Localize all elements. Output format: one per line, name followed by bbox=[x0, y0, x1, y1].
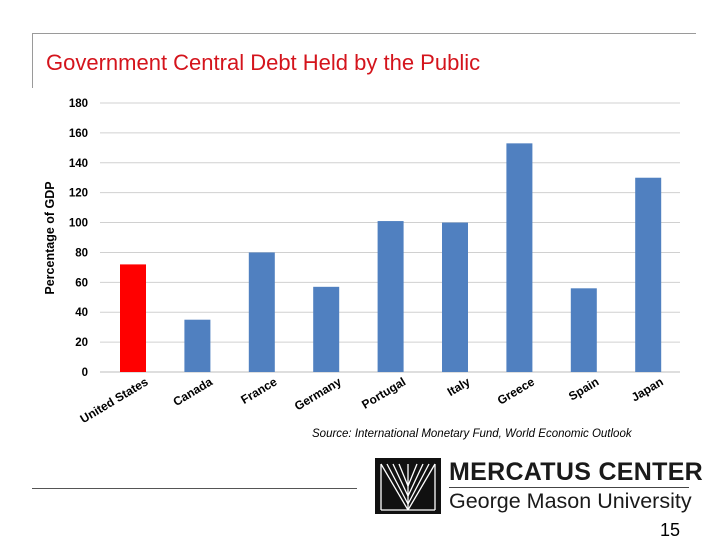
x-tick-label: Italy bbox=[445, 374, 473, 399]
x-tick-label: Spain bbox=[566, 375, 601, 404]
page-number: 15 bbox=[660, 520, 681, 540]
y-tick-label: 0 bbox=[82, 367, 88, 379]
mercatus-logo-mark-icon bbox=[375, 458, 441, 514]
mercatus-logo: MERCATUS CENTER George Mason University bbox=[375, 458, 703, 514]
slide-frame-top-line bbox=[32, 33, 696, 34]
slide-title: Government Central Debt Held by the Publ… bbox=[46, 50, 481, 75]
y-tick-label: 180 bbox=[69, 98, 88, 110]
bar-chart: 0 20 40 60 80 100 120 140 160 180 United States Ca… bbox=[43, 98, 680, 426]
bar-spain bbox=[570, 288, 597, 372]
bar-canada bbox=[184, 319, 211, 372]
chart-bars bbox=[120, 143, 662, 372]
slide-frame-left-line bbox=[32, 33, 33, 88]
x-tick-label: France bbox=[238, 374, 279, 406]
y-tick-label: 20 bbox=[75, 337, 88, 349]
bar-united-states bbox=[120, 264, 146, 372]
logo-name: MERCATUS CENTER bbox=[449, 458, 704, 486]
y-axis-ticks: 0 20 40 60 80 100 120 140 160 180 bbox=[69, 98, 88, 379]
x-tick-label: Portugal bbox=[359, 375, 408, 412]
y-tick-label: 40 bbox=[75, 307, 88, 319]
bottom-rule bbox=[32, 488, 357, 489]
x-tick-label: Germany bbox=[292, 374, 344, 413]
y-tick-label: 160 bbox=[69, 128, 88, 140]
bar-germany bbox=[313, 286, 340, 372]
y-tick-label: 140 bbox=[69, 158, 88, 170]
y-tick-label: 60 bbox=[75, 277, 88, 289]
bar-portugal bbox=[377, 221, 404, 372]
bar-italy bbox=[442, 222, 468, 372]
x-tick-label: Canada bbox=[171, 374, 216, 408]
source-note: Source: International Monetary Fund, Wor… bbox=[312, 428, 632, 440]
logo-divider bbox=[449, 487, 689, 488]
logo-subtitle: George Mason University bbox=[449, 489, 692, 513]
x-tick-label: Japan bbox=[629, 375, 666, 405]
bar-france bbox=[248, 252, 275, 372]
bar-japan bbox=[635, 177, 662, 372]
x-tick-label: United States bbox=[78, 374, 151, 426]
x-axis-ticks: United States Canada France Germany Portugal… bbox=[78, 374, 666, 426]
y-axis-label: Percentage of GDP bbox=[43, 181, 57, 294]
y-tick-label: 120 bbox=[69, 188, 88, 200]
bar-greece bbox=[506, 143, 533, 372]
y-tick-label: 80 bbox=[75, 247, 88, 259]
x-tick-label: Greece bbox=[495, 374, 537, 407]
y-tick-label: 100 bbox=[69, 218, 88, 230]
